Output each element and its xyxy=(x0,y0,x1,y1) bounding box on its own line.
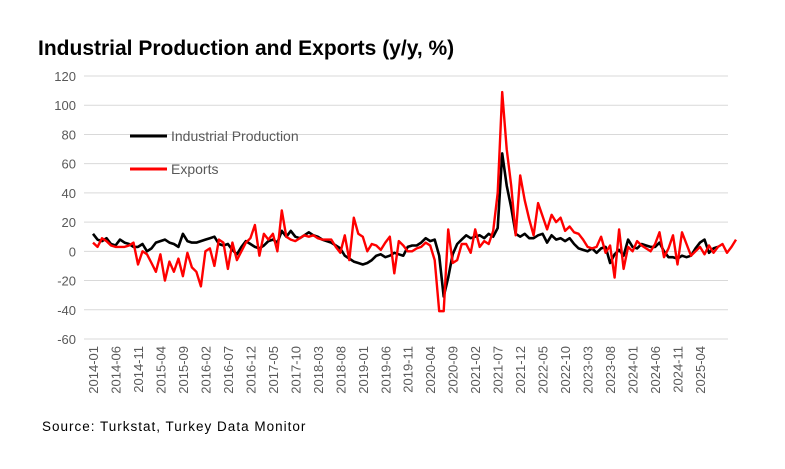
x-tick-label: 2025-04 xyxy=(693,346,708,394)
series-lines xyxy=(91,90,738,313)
y-tick-label: 0 xyxy=(69,244,76,259)
series-line-industrial-production xyxy=(91,152,719,298)
source-note: Source: Turkstat, Turkey Data Monitor xyxy=(42,419,306,434)
x-tick-label: 2014-06 xyxy=(108,346,123,394)
x-tick-label: 2018-08 xyxy=(333,346,348,394)
x-tick-label: 2016-12 xyxy=(243,346,258,394)
y-tick-label: 60 xyxy=(62,157,76,172)
y-tick-label: 80 xyxy=(62,127,76,142)
y-tick-label: -20 xyxy=(57,274,76,289)
x-tick-label: 2020-09 xyxy=(446,346,461,394)
x-tick-label: 2024-06 xyxy=(648,346,663,394)
x-tick-label: 2021-12 xyxy=(513,346,528,394)
x-tick-label: 2016-02 xyxy=(198,346,213,394)
y-tick-label: -60 xyxy=(57,332,76,347)
y-tick-label: 120 xyxy=(54,69,76,84)
x-tick-label: 2016-07 xyxy=(221,346,236,394)
y-tick-label: 20 xyxy=(62,215,76,230)
x-tick-label: 2021-02 xyxy=(468,346,483,394)
y-tick-label: 40 xyxy=(62,186,76,201)
x-tick-label: 2014-01 xyxy=(86,346,101,394)
x-tick-label: 2015-09 xyxy=(176,346,191,394)
x-tick-label: 2019-06 xyxy=(378,346,393,394)
x-tick-label: 2023-08 xyxy=(603,346,618,394)
x-tick-label: 2022-10 xyxy=(558,346,573,394)
x-tick-label: 2023-03 xyxy=(581,346,596,394)
x-tick-label: 2021-07 xyxy=(491,346,506,394)
chart-title: Industrial Production and Exports (y/y, … xyxy=(38,37,454,60)
legend-label-industrial-production: Industrial Production xyxy=(171,128,299,144)
x-tick-label: 2017-05 xyxy=(266,346,281,394)
x-tick-label: 2018-03 xyxy=(311,346,326,394)
x-tick-label: 2015-04 xyxy=(153,346,168,394)
legend: Industrial Production Exports xyxy=(130,128,299,177)
y-axis: -60 -40 -20 0 20 40 60 80 100 120 xyxy=(54,69,76,347)
legend-label-exports: Exports xyxy=(171,161,218,177)
x-tick-label: 2017-10 xyxy=(288,346,303,394)
x-tick-label: 2019-01 xyxy=(356,346,371,394)
x-axis: 2014-01 2014-06 2014-11 2015-04 2015-09 2016-… xyxy=(86,346,708,394)
series-line-exports xyxy=(92,90,738,313)
x-tick-label: 2020-04 xyxy=(423,346,438,394)
x-tick-label: 2024-11 xyxy=(671,346,686,393)
y-tick-label: -40 xyxy=(57,303,76,318)
gridlines xyxy=(84,75,728,340)
x-tick-label: 2024-01 xyxy=(626,346,641,394)
y-tick-label: 100 xyxy=(54,98,76,113)
x-tick-label: 2022-05 xyxy=(536,346,551,394)
x-tick-label: 2014-11 xyxy=(131,346,146,393)
x-tick-label: 2019-11 xyxy=(401,346,416,393)
